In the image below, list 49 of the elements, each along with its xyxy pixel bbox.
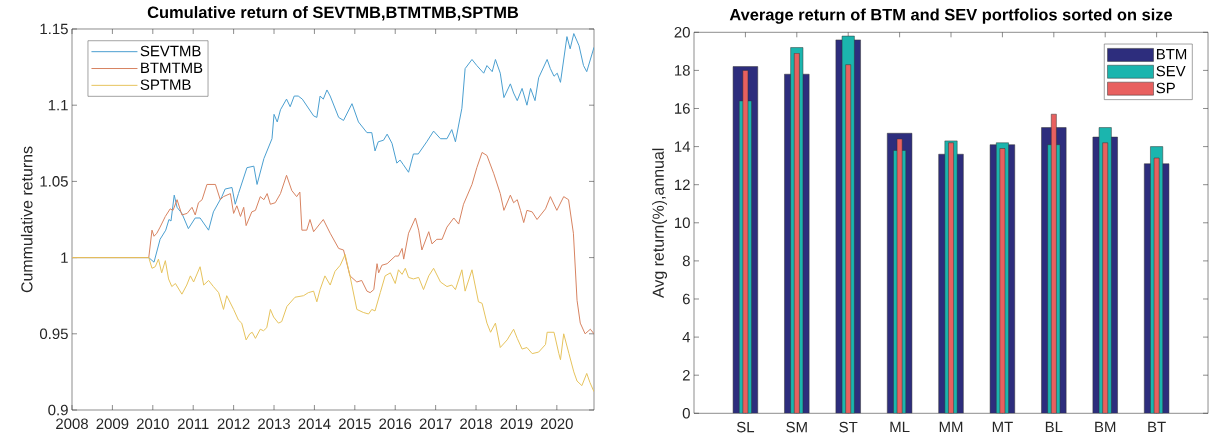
y-tick-label: 12 [675,179,690,190]
x-tick-label: BT [1148,421,1166,433]
x-tick-label: 2017 [419,418,452,430]
y-tick-label: 10 [675,217,690,229]
x-tick-label: 2010 [136,418,169,430]
y-tick-label: 0 [682,408,690,419]
y-tick-label: 4 [682,331,691,343]
y-tick-label: 16 [675,103,690,114]
x-tick-label: 2014 [298,418,331,430]
y-tick-label: 2 [682,369,690,381]
y-tick-label: 6 [682,293,690,305]
x-tick-label: 2015 [338,418,371,430]
x-tick-label: SM [786,421,807,433]
x-tick-label: 2018 [460,418,492,430]
legend-label: BTMTMB [141,62,203,73]
x-tick-label: 2008 [56,418,88,430]
y-tick-label: 1.1 [48,100,68,111]
x-tick-label: SL [736,421,755,433]
legend-label: SEV [1156,65,1186,77]
x-tick-label: ML [890,421,910,433]
chart-title: Average return of BTM and SEV portfolios sorted on size [729,8,1173,24]
y-tick-label: 0.95 [39,328,68,340]
y-tick-label: 20 [674,27,690,38]
chart-title: Cumulative return of SEVTMB,BTMTMB,SPTMB [147,6,519,21]
x-tick-label: 2020 [540,418,573,430]
x-tick-label: ST [839,421,858,433]
x-tick-label: 2016 [379,418,412,430]
x-tick-label: 2019 [500,418,533,430]
x-tick-label: 2009 [96,418,129,430]
y-tick-label: 18 [675,65,690,76]
legend-label: SP [1156,82,1175,94]
x-tick-label: BM [1095,421,1116,433]
x-tick-label: BL [1045,421,1063,433]
x-tick-label: MM [939,421,963,433]
x-tick-label: MT [992,421,1013,433]
y-tick-label: 1.05 [40,176,68,187]
y-tick-label: 8 [682,255,690,267]
x-tick-label: 2011 [177,418,209,430]
y-tick-label: 1.15 [40,23,68,35]
legend-label: BTM [1156,49,1187,60]
y-tick-label: 1 [61,252,68,263]
y-axis-title: Avg return(%),annual [652,148,668,298]
x-tick-label: 2012 [217,418,250,430]
y-tick-label: 14 [675,141,691,152]
x-tick-label: 2013 [258,418,290,430]
y-tick-label: 0.9 [48,404,68,416]
legend-label: SEVTMB [140,45,201,57]
y-axis-title: Cummulative returns [20,146,33,293]
legend-label: SPTMB [140,79,191,90]
